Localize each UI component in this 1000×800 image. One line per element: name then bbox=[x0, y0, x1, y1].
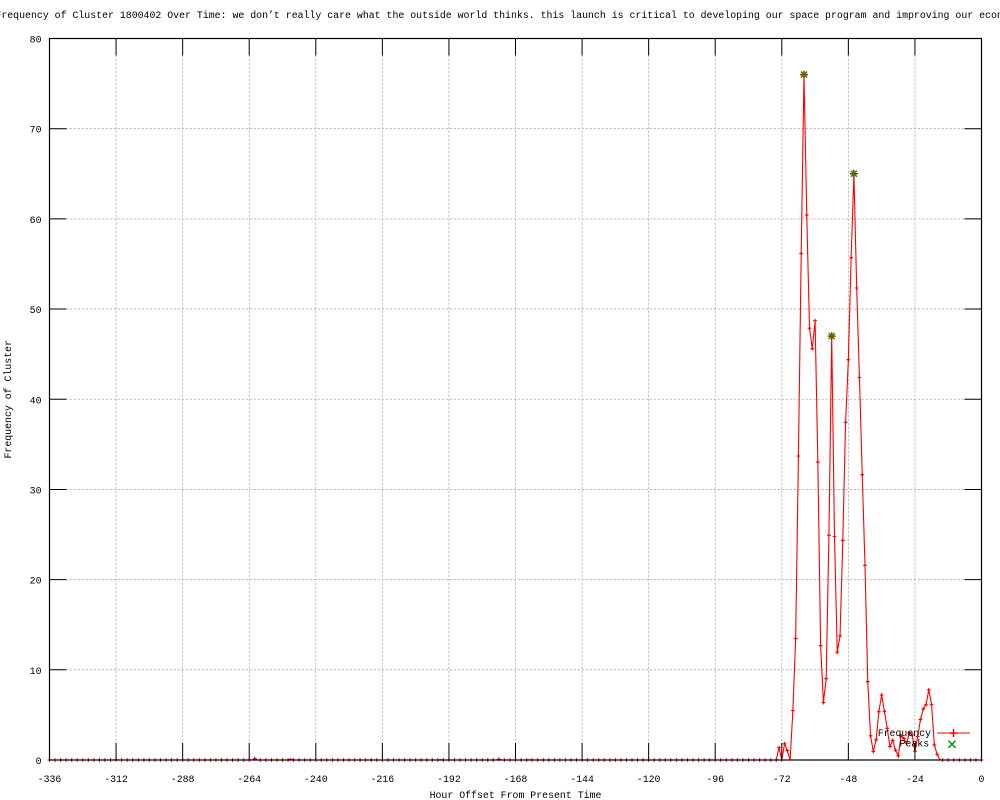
svg-text:-336: -336 bbox=[38, 774, 62, 785]
svg-text:-312: -312 bbox=[104, 774, 128, 785]
svg-text:-192: -192 bbox=[437, 774, 461, 785]
svg-text:10: 10 bbox=[30, 666, 42, 677]
svg-text:Peaks: Peaks bbox=[900, 739, 930, 750]
svg-text:-264: -264 bbox=[237, 774, 261, 785]
svg-text:-24: -24 bbox=[906, 774, 924, 785]
svg-text:20: 20 bbox=[30, 576, 42, 587]
svg-text:0: 0 bbox=[979, 774, 985, 785]
svg-text:Frequency: Frequency bbox=[878, 728, 931, 739]
svg-text:80: 80 bbox=[30, 35, 42, 46]
svg-text:Hour Offset From Present Time: Hour Offset From Present Time bbox=[430, 790, 602, 800]
svg-text:-72: -72 bbox=[773, 774, 791, 785]
svg-text:-168: -168 bbox=[504, 774, 528, 785]
svg-text:40: 40 bbox=[30, 395, 42, 406]
svg-text:-288: -288 bbox=[171, 774, 195, 785]
svg-text:0: 0 bbox=[36, 756, 42, 767]
svg-text:-96: -96 bbox=[706, 774, 724, 785]
svg-text:60: 60 bbox=[30, 215, 42, 226]
svg-text:-120: -120 bbox=[637, 774, 661, 785]
svg-text:-48: -48 bbox=[839, 774, 857, 785]
svg-text:-216: -216 bbox=[371, 774, 395, 785]
svg-text:50: 50 bbox=[30, 305, 42, 316]
svg-text:Frequency of Cluster 1800402 O: Frequency of Cluster 1800402 Over Time: … bbox=[0, 10, 1000, 21]
svg-text:-144: -144 bbox=[570, 774, 594, 785]
svg-text:30: 30 bbox=[30, 485, 42, 496]
svg-text:-240: -240 bbox=[304, 774, 328, 785]
svg-text:Frequency of Cluster: Frequency of Cluster bbox=[3, 340, 14, 459]
svg-text:70: 70 bbox=[30, 125, 42, 136]
